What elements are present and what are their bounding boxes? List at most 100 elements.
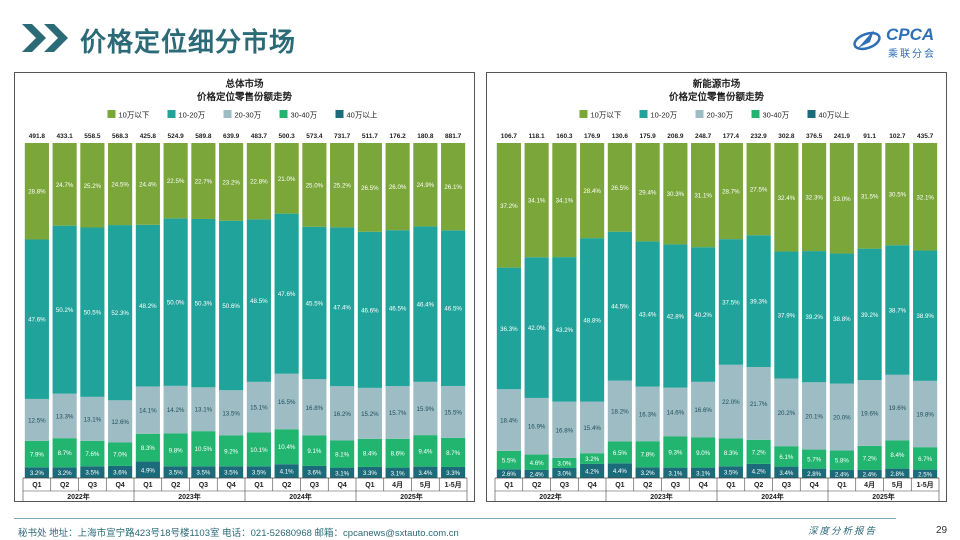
bar-segment	[524, 454, 549, 470]
bar-segment	[635, 386, 660, 442]
total-label: 130.6	[612, 133, 629, 140]
data-label: 8.6%	[391, 451, 406, 458]
bar-segment	[357, 466, 382, 478]
data-label: 48.5%	[250, 298, 268, 305]
bar-segment	[774, 143, 799, 252]
total-label: 491.8	[29, 133, 46, 140]
bar-segment	[885, 374, 910, 441]
data-label: 3.0%	[557, 460, 572, 467]
bar-segment	[580, 463, 605, 478]
data-label: 4.2%	[585, 468, 600, 475]
bar-segment	[691, 247, 716, 382]
bar-segment	[357, 231, 382, 388]
data-label: 22.7%	[195, 178, 213, 185]
bar-segment	[219, 220, 244, 391]
data-label: 46.5%	[389, 306, 407, 313]
data-label: 14.6%	[667, 410, 685, 417]
data-label: 26.1%	[444, 184, 462, 191]
category-label: Q4	[115, 482, 124, 489]
bar-segment	[219, 435, 244, 467]
bar-segment	[135, 433, 160, 462]
data-label: 16.5%	[278, 399, 296, 406]
bar-segment	[219, 466, 244, 478]
total-label: 425.8	[140, 133, 157, 140]
logo-subtext: 乘联分会	[888, 49, 936, 60]
bar-segment	[108, 442, 133, 466]
total-label: 160.3	[556, 133, 573, 140]
bar-segment	[135, 224, 160, 387]
total-label: 241.9	[834, 133, 851, 140]
data-label: 21.7%	[750, 401, 768, 408]
bar-segment	[802, 143, 827, 252]
page-number: 29	[936, 525, 948, 536]
group-label: 2022年	[67, 492, 90, 501]
bar-segment	[441, 385, 466, 438]
data-label: 37.9%	[778, 313, 796, 320]
bar-segment	[663, 436, 688, 468]
data-label: 2.4%	[835, 471, 850, 478]
legend-label: 10万以下	[119, 111, 150, 120]
bar-segment	[913, 469, 938, 478]
data-label: 15.1%	[250, 405, 268, 412]
bar-segment	[746, 367, 771, 440]
legend-label: 20-30万	[235, 111, 262, 120]
bar-segment	[302, 379, 327, 436]
group-label: 2024年	[289, 492, 312, 501]
category-label: 4月	[392, 481, 403, 489]
group-label: 2025年	[400, 492, 423, 501]
bar-segment	[580, 238, 605, 402]
total-label: 483.7	[251, 133, 268, 140]
double-chevron-icon	[22, 24, 68, 52]
data-label: 37.2%	[500, 203, 518, 210]
logo-text: CPCA	[886, 25, 935, 44]
bar-segment	[24, 440, 49, 468]
category-label: Q3	[88, 482, 97, 489]
total-label: 435.7	[917, 133, 934, 140]
data-label: 2.8%	[890, 471, 905, 478]
bar-segment	[496, 389, 521, 451]
bar-segment	[746, 439, 771, 464]
bar-segment	[635, 143, 660, 242]
category-label: Q2	[171, 482, 180, 489]
bar-segment	[246, 219, 271, 382]
legend-swatch	[167, 110, 176, 118]
bar-segment	[80, 143, 105, 228]
data-label: 24.5%	[111, 182, 129, 189]
bar-segment	[857, 469, 882, 478]
data-label: 28.4%	[583, 188, 601, 195]
bar-segment	[163, 218, 188, 386]
data-label: 10.5%	[195, 446, 213, 453]
bar-segment	[274, 373, 299, 430]
bar-segment	[496, 450, 521, 470]
data-label: 8.3%	[141, 445, 156, 452]
data-label: 2.4%	[863, 471, 878, 478]
data-label: 15.2%	[361, 411, 379, 418]
total-label: 106.7	[501, 133, 518, 140]
bar-segment	[330, 143, 355, 228]
legend-swatch	[639, 110, 648, 118]
category-label: Q4	[698, 482, 707, 489]
data-label: 34.1%	[556, 198, 574, 205]
bar-segment	[552, 457, 577, 468]
bar-segment	[746, 235, 771, 368]
category-label: Q4	[587, 482, 596, 489]
total-label: 524.9	[167, 133, 184, 140]
legend-label: 40万以上	[347, 111, 378, 120]
bar-segment	[52, 143, 77, 226]
data-label: 36.3%	[500, 326, 518, 333]
data-label: 3.5%	[85, 470, 100, 477]
bar-segment	[802, 468, 827, 478]
legend-swatch	[695, 110, 704, 118]
group-label: 2025年	[872, 492, 895, 501]
legend-label: 10万以下	[591, 111, 622, 120]
bar-segment	[607, 441, 632, 464]
bar-segment	[496, 143, 521, 268]
data-label: 15.9%	[417, 406, 435, 413]
bar-segment	[552, 401, 577, 458]
bar-segment	[191, 387, 216, 432]
bar-segment	[274, 464, 299, 478]
bar-segment	[80, 227, 105, 397]
data-label: 7.9%	[30, 452, 45, 459]
data-label: 26.0%	[389, 184, 407, 191]
category-label: Q2	[282, 482, 291, 489]
